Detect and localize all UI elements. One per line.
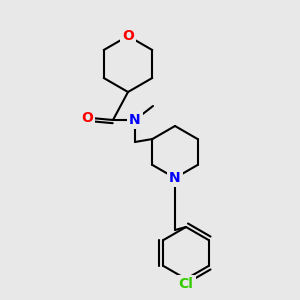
Text: N: N — [169, 171, 181, 185]
Text: Cl: Cl — [178, 277, 194, 291]
Text: O: O — [81, 111, 93, 125]
Text: N: N — [129, 113, 141, 127]
Text: O: O — [122, 29, 134, 43]
